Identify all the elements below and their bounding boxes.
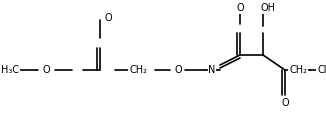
Text: Cl: Cl [317, 65, 326, 75]
Text: N: N [208, 65, 216, 75]
Text: O: O [104, 13, 112, 23]
Text: O: O [281, 98, 289, 108]
Text: O: O [42, 65, 50, 75]
Text: O: O [174, 65, 182, 75]
Text: OH: OH [260, 3, 275, 13]
Text: H₃C: H₃C [1, 65, 19, 75]
Text: CH₂: CH₂ [129, 65, 147, 75]
Text: CH₂: CH₂ [289, 65, 307, 75]
Text: O: O [236, 3, 244, 13]
